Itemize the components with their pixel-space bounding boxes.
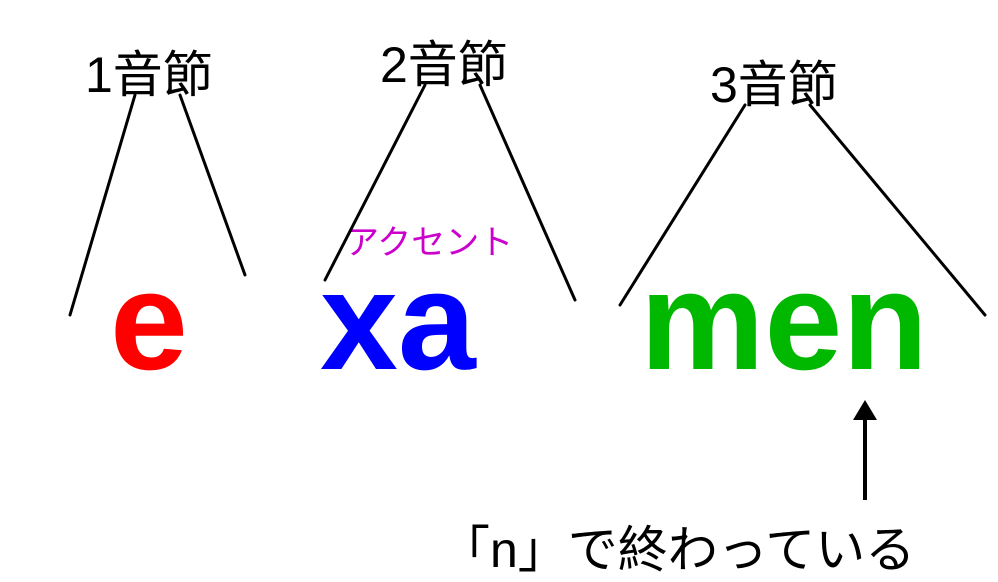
syllable-1-text: e [110, 240, 188, 402]
ending-note: 「n」で終わっている [440, 510, 915, 582]
syllable-2-text: xa [320, 240, 476, 402]
syllable-2-label: 2音節 [380, 25, 508, 97]
syllable-3-text: men [640, 240, 928, 402]
syllable-1-label: 1音節 [85, 35, 213, 107]
syllable-3-label: 3音節 [710, 45, 838, 117]
